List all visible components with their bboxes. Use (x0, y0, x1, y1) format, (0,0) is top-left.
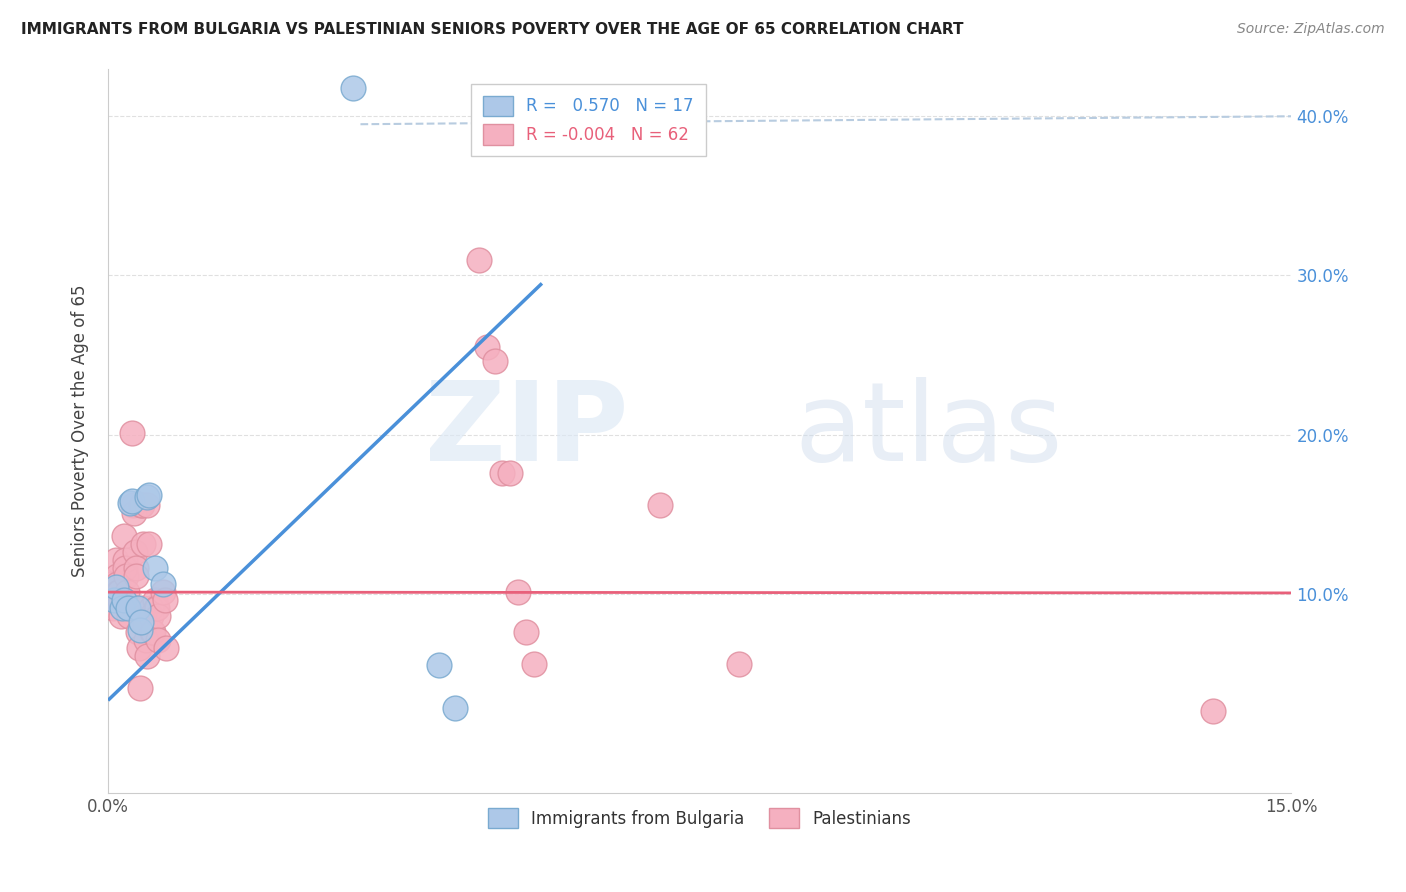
Point (128, 681, 150, 695)
Point (131, 498, 153, 512)
Point (103, 593, 125, 607)
Point (104, 580, 127, 594)
Point (122, 498, 145, 512)
Point (129, 615, 152, 630)
Point (145, 601, 167, 615)
Point (105, 569, 128, 583)
Point (121, 494, 143, 508)
Point (444, 701, 467, 715)
Point (101, 591, 124, 606)
Point (112, 593, 135, 607)
Point (131, 537, 153, 551)
Point (117, 609, 139, 624)
Point (650, 498, 672, 512)
Point (117, 601, 139, 615)
Point (114, 561, 136, 575)
Point (125, 569, 148, 583)
Point (127, 624, 149, 639)
Point (108, 585, 131, 599)
Point (146, 609, 169, 624)
Legend: Immigrants from Bulgaria, Palestinians: Immigrants from Bulgaria, Palestinians (481, 801, 918, 835)
Point (468, 252, 491, 267)
Point (135, 648, 157, 663)
Point (148, 632, 170, 647)
Point (98, 577, 121, 591)
Point (107, 577, 129, 591)
Point (143, 593, 166, 607)
Point (115, 569, 138, 583)
Point (143, 561, 166, 575)
Point (124, 561, 146, 575)
Point (142, 624, 165, 639)
Point (153, 593, 176, 607)
Point (112, 529, 135, 543)
Point (135, 632, 157, 647)
Point (127, 601, 149, 615)
Point (728, 657, 751, 671)
Point (491, 466, 513, 480)
Point (114, 553, 136, 567)
Point (138, 488, 160, 502)
Text: ZIP: ZIP (426, 377, 628, 484)
Point (515, 624, 537, 639)
Point (499, 466, 522, 480)
Point (155, 640, 177, 655)
Point (128, 640, 150, 655)
Point (136, 490, 159, 504)
Point (122, 506, 145, 520)
Point (127, 601, 149, 615)
Point (108, 593, 131, 607)
Point (523, 657, 546, 671)
Point (98, 585, 121, 599)
Text: atlas: atlas (794, 377, 1063, 484)
Point (107, 585, 129, 599)
Point (115, 585, 138, 599)
Point (141, 624, 163, 639)
Point (139, 601, 162, 615)
Point (508, 585, 530, 599)
Point (152, 577, 174, 591)
Point (134, 617, 156, 632)
Point (141, 609, 163, 624)
Point (138, 537, 160, 551)
Point (342, 80, 364, 95)
Text: Source: ZipAtlas.com: Source: ZipAtlas.com (1237, 22, 1385, 37)
Point (134, 609, 156, 624)
Point (484, 354, 506, 368)
Point (129, 498, 152, 512)
Point (132, 601, 155, 615)
Point (124, 545, 146, 559)
Point (120, 496, 142, 510)
Point (1201, 705, 1223, 719)
Point (121, 425, 143, 440)
Point (117, 601, 139, 615)
Point (152, 585, 174, 599)
Point (146, 601, 169, 615)
Point (100, 585, 122, 599)
Point (111, 601, 134, 615)
Y-axis label: Seniors Poverty Over the Age of 65: Seniors Poverty Over the Age of 65 (72, 285, 89, 577)
Point (110, 609, 132, 624)
Point (101, 601, 124, 615)
Text: IMMIGRANTS FROM BULGARIA VS PALESTINIAN SENIORS POVERTY OVER THE AGE OF 65 CORRE: IMMIGRANTS FROM BULGARIA VS PALESTINIAN … (21, 22, 963, 37)
Point (128, 624, 150, 638)
Point (475, 340, 498, 354)
Point (427, 658, 450, 673)
Point (136, 498, 159, 512)
Point (104, 553, 127, 567)
